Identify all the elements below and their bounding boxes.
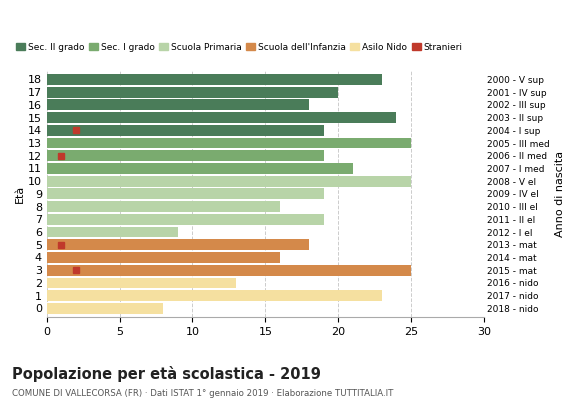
Legend: Sec. II grado, Sec. I grado, Scuola Primaria, Scuola dell'Infanzia, Asilo Nido, : Sec. II grado, Sec. I grado, Scuola Prim… bbox=[16, 43, 462, 52]
Bar bbox=[47, 239, 309, 250]
Bar bbox=[47, 265, 411, 276]
Bar bbox=[47, 303, 164, 314]
Bar bbox=[47, 201, 280, 212]
Y-axis label: Età: Età bbox=[15, 185, 25, 203]
Text: COMUNE DI VALLECORSA (FR) · Dati ISTAT 1° gennaio 2019 · Elaborazione TUTTITALIA: COMUNE DI VALLECORSA (FR) · Dati ISTAT 1… bbox=[12, 389, 393, 398]
Bar bbox=[47, 214, 324, 225]
Bar bbox=[47, 278, 236, 288]
Bar bbox=[47, 112, 397, 123]
Y-axis label: Anno di nascita: Anno di nascita bbox=[555, 151, 565, 237]
Bar bbox=[47, 150, 324, 161]
Bar bbox=[47, 176, 411, 186]
Bar bbox=[47, 100, 309, 110]
Bar bbox=[47, 252, 280, 263]
Bar bbox=[47, 290, 382, 301]
Bar bbox=[47, 188, 324, 199]
Bar bbox=[47, 74, 382, 85]
Bar bbox=[47, 87, 338, 98]
Bar bbox=[47, 227, 178, 238]
Bar bbox=[47, 138, 411, 148]
Text: Popolazione per età scolastica - 2019: Popolazione per età scolastica - 2019 bbox=[12, 366, 321, 382]
Bar bbox=[47, 125, 324, 136]
Bar bbox=[47, 163, 353, 174]
